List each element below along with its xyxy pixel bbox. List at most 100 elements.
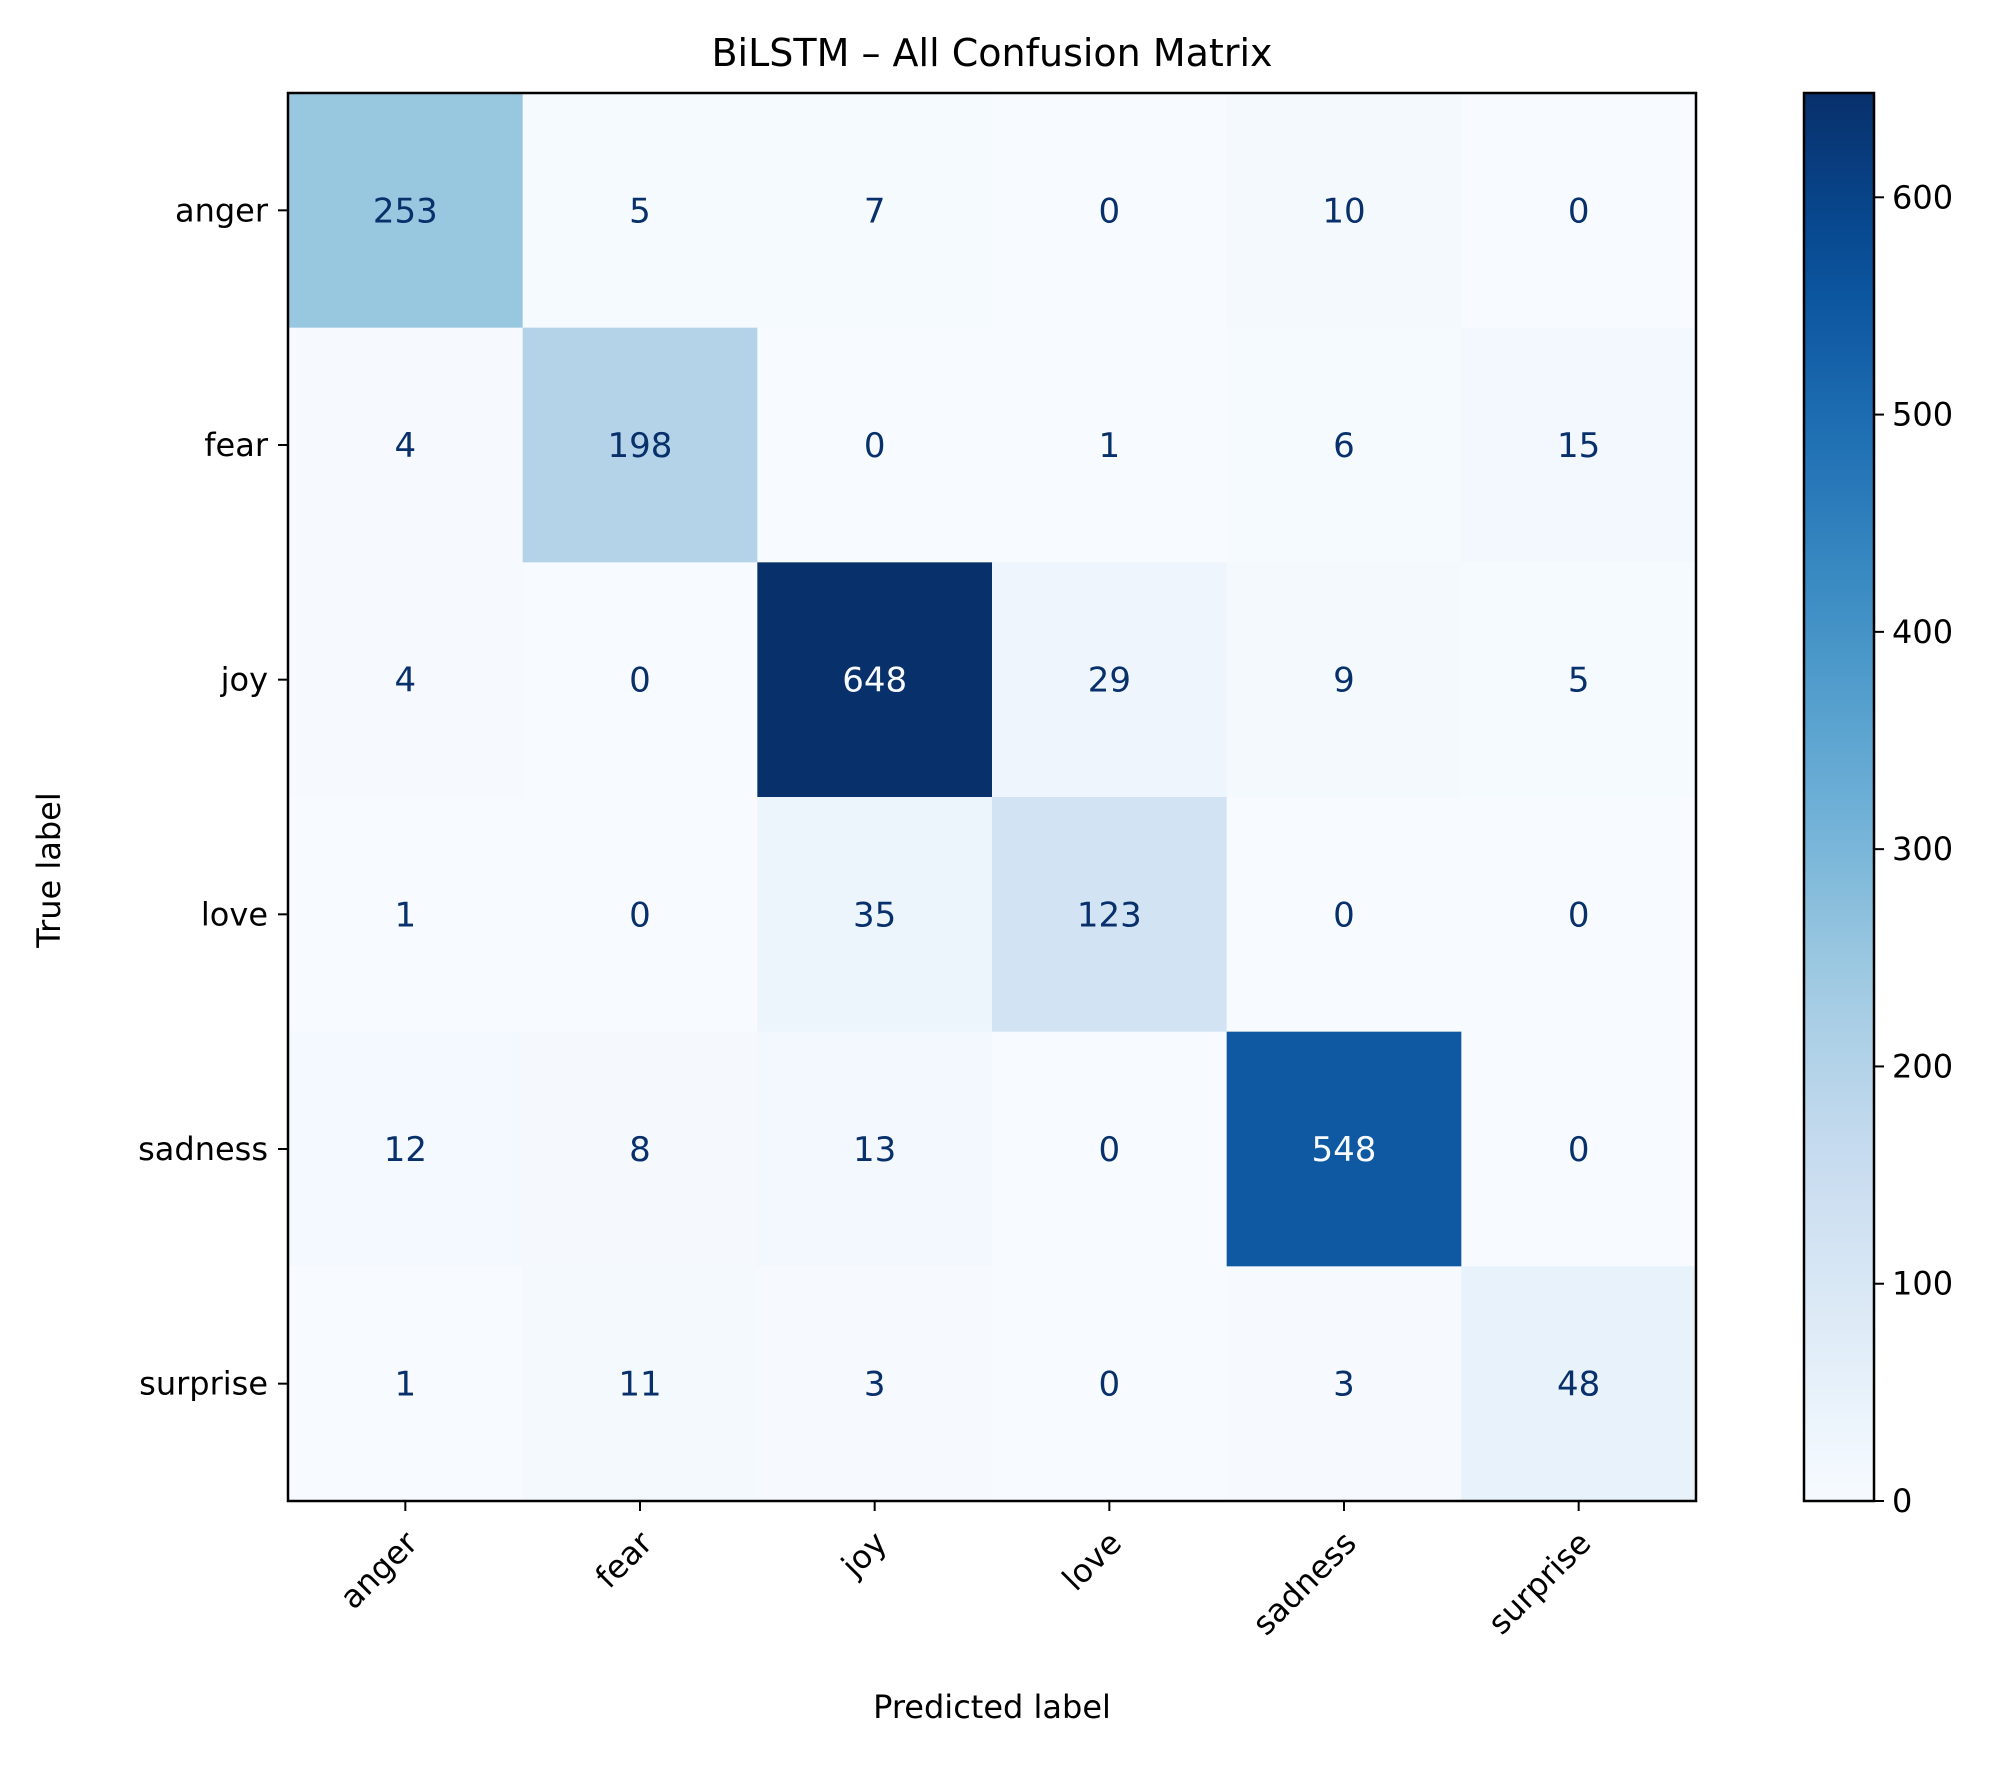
heatmap-cell [992,1266,1228,1502]
heatmap-cell [757,797,993,1033]
heatmap-cell [522,562,758,798]
heatmap-cell [522,327,758,563]
heatmap-cell [288,327,524,563]
cell-value-label: 12 [384,1130,427,1170]
colorbar-tick-label: 500 [1892,396,1953,434]
colorbar-gradient [1804,93,1874,1501]
heatmap-cell [288,562,524,798]
heatmap-cell [1461,797,1697,1033]
x-tick-label: joy [833,1524,894,1585]
cell-value-label: 5 [629,191,651,231]
colorbar-tick-label: 200 [1892,1047,1953,1085]
y-tick-label: joy [220,661,268,699]
cell-value-label: 548 [1312,1130,1377,1170]
heatmap-cell [1226,327,1462,563]
heatmap-cell [1461,1031,1697,1267]
cell-value-label: 0 [629,661,651,701]
heatmap-cell [992,327,1228,563]
heatmap-cell [992,562,1228,798]
heatmap-cell [1226,797,1462,1033]
heatmap-cell-labels: 253 5 7 0 10 04 198 0 1 6 154 0 648 29 9 51 0 35 123 0 012 8 1… [373,191,1600,1404]
x-axis-label: Predicted label [873,1688,1111,1726]
heatmap-cell [522,797,758,1033]
cell-value-label: 0 [1568,895,1590,935]
y-axis-ticks: anger fear joy love sadness surprise [138,191,288,1403]
heatmap-cell [1461,93,1697,329]
y-tick-label: sadness [138,1130,268,1168]
colorbar-tick-label: 600 [1892,178,1953,216]
cell-value-label: 0 [1568,1130,1590,1170]
cell-value-label: 8 [629,1130,651,1170]
cell-value-label: 0 [1099,1365,1121,1405]
cell-value-label: 15 [1557,426,1600,466]
heatmap-cell [1226,93,1462,329]
x-tick-label: anger [332,1523,425,1616]
heatmap-cell [757,93,993,329]
cell-value-label: 0 [1099,1130,1121,1170]
heatmap-cell [1461,1266,1697,1502]
heatmap-cells [288,93,1697,1502]
y-tick-label: love [201,895,268,933]
chart-title: BiLSTM – All Confusion Matrix [711,31,1272,75]
cell-value-label: 123 [1077,895,1142,935]
colorbar-tick-label: 0 [1892,1482,1912,1520]
plot-frame [286,91,1698,1503]
cell-value-label: 10 [1322,191,1365,231]
y-axis-label: True label [30,792,68,949]
colorbar-tick-label: 100 [1892,1265,1953,1303]
heatmap-cell [288,797,524,1033]
heatmap-cell [992,1031,1228,1267]
colorbar-tick-label: 300 [1892,830,1953,868]
x-axis-ticks: anger fear joy love sadness surprise [332,1501,1598,1643]
colorbar-ticks: 0 100 200 300 400 500 600 [1874,178,1953,1520]
heatmap-cell [522,1266,758,1502]
heatmap-cell [757,1266,993,1502]
colorbar-tick-label: 400 [1892,613,1953,651]
cell-value-label: 0 [1568,191,1590,231]
heatmap-cell [1461,327,1697,563]
cell-value-label: 11 [618,1365,661,1405]
y-tick-label: anger [175,191,269,229]
cell-value-label: 3 [864,1365,886,1405]
cell-value-label: 1 [395,1365,417,1405]
colorbar: 0 100 200 300 400 500 600 [1802,91,1953,1520]
cell-value-label: 6 [1333,426,1355,466]
cell-value-label: 9 [1333,661,1355,701]
heatmap-cell [992,93,1228,329]
colorbar-frame [1802,91,1876,1503]
heatmap-cell [757,1031,993,1267]
heatmap-cell [288,93,524,329]
cell-value-label: 3 [1333,1365,1355,1405]
cell-value-label: 0 [629,895,651,935]
cell-value-label: 7 [864,191,886,231]
cell-value-label: 29 [1088,661,1131,701]
heatmap-cell [522,93,758,329]
heatmap-cell [1226,1031,1462,1267]
heatmap-cell [288,1266,524,1502]
cell-value-label: 13 [853,1130,896,1170]
cell-value-label: 35 [853,895,896,935]
heatmap-cell [992,797,1228,1033]
cell-value-label: 0 [1099,191,1121,231]
y-tick-label: fear [204,426,269,464]
heatmap-cell [757,562,993,798]
cell-value-label: 253 [373,191,438,231]
cell-value-label: 648 [842,661,907,701]
x-tick-label: love [1055,1524,1129,1598]
x-tick-label: fear [588,1523,661,1596]
cell-value-label: 5 [1568,661,1590,701]
cell-value-label: 0 [864,426,886,466]
heatmap-cell [1226,562,1462,798]
heatmap-cell [1461,562,1697,798]
x-tick-label: surprise [1480,1524,1598,1642]
heatmap-cell [757,327,993,563]
heatmap-cell [522,1031,758,1267]
cell-value-label: 48 [1557,1365,1600,1405]
heatmap-cell [288,1031,524,1267]
cell-value-label: 0 [1333,895,1355,935]
y-tick-label: surprise [139,1365,268,1403]
heatmap-cell [1226,1266,1462,1502]
cell-value-label: 1 [1099,426,1121,466]
cell-value-label: 4 [395,661,417,701]
